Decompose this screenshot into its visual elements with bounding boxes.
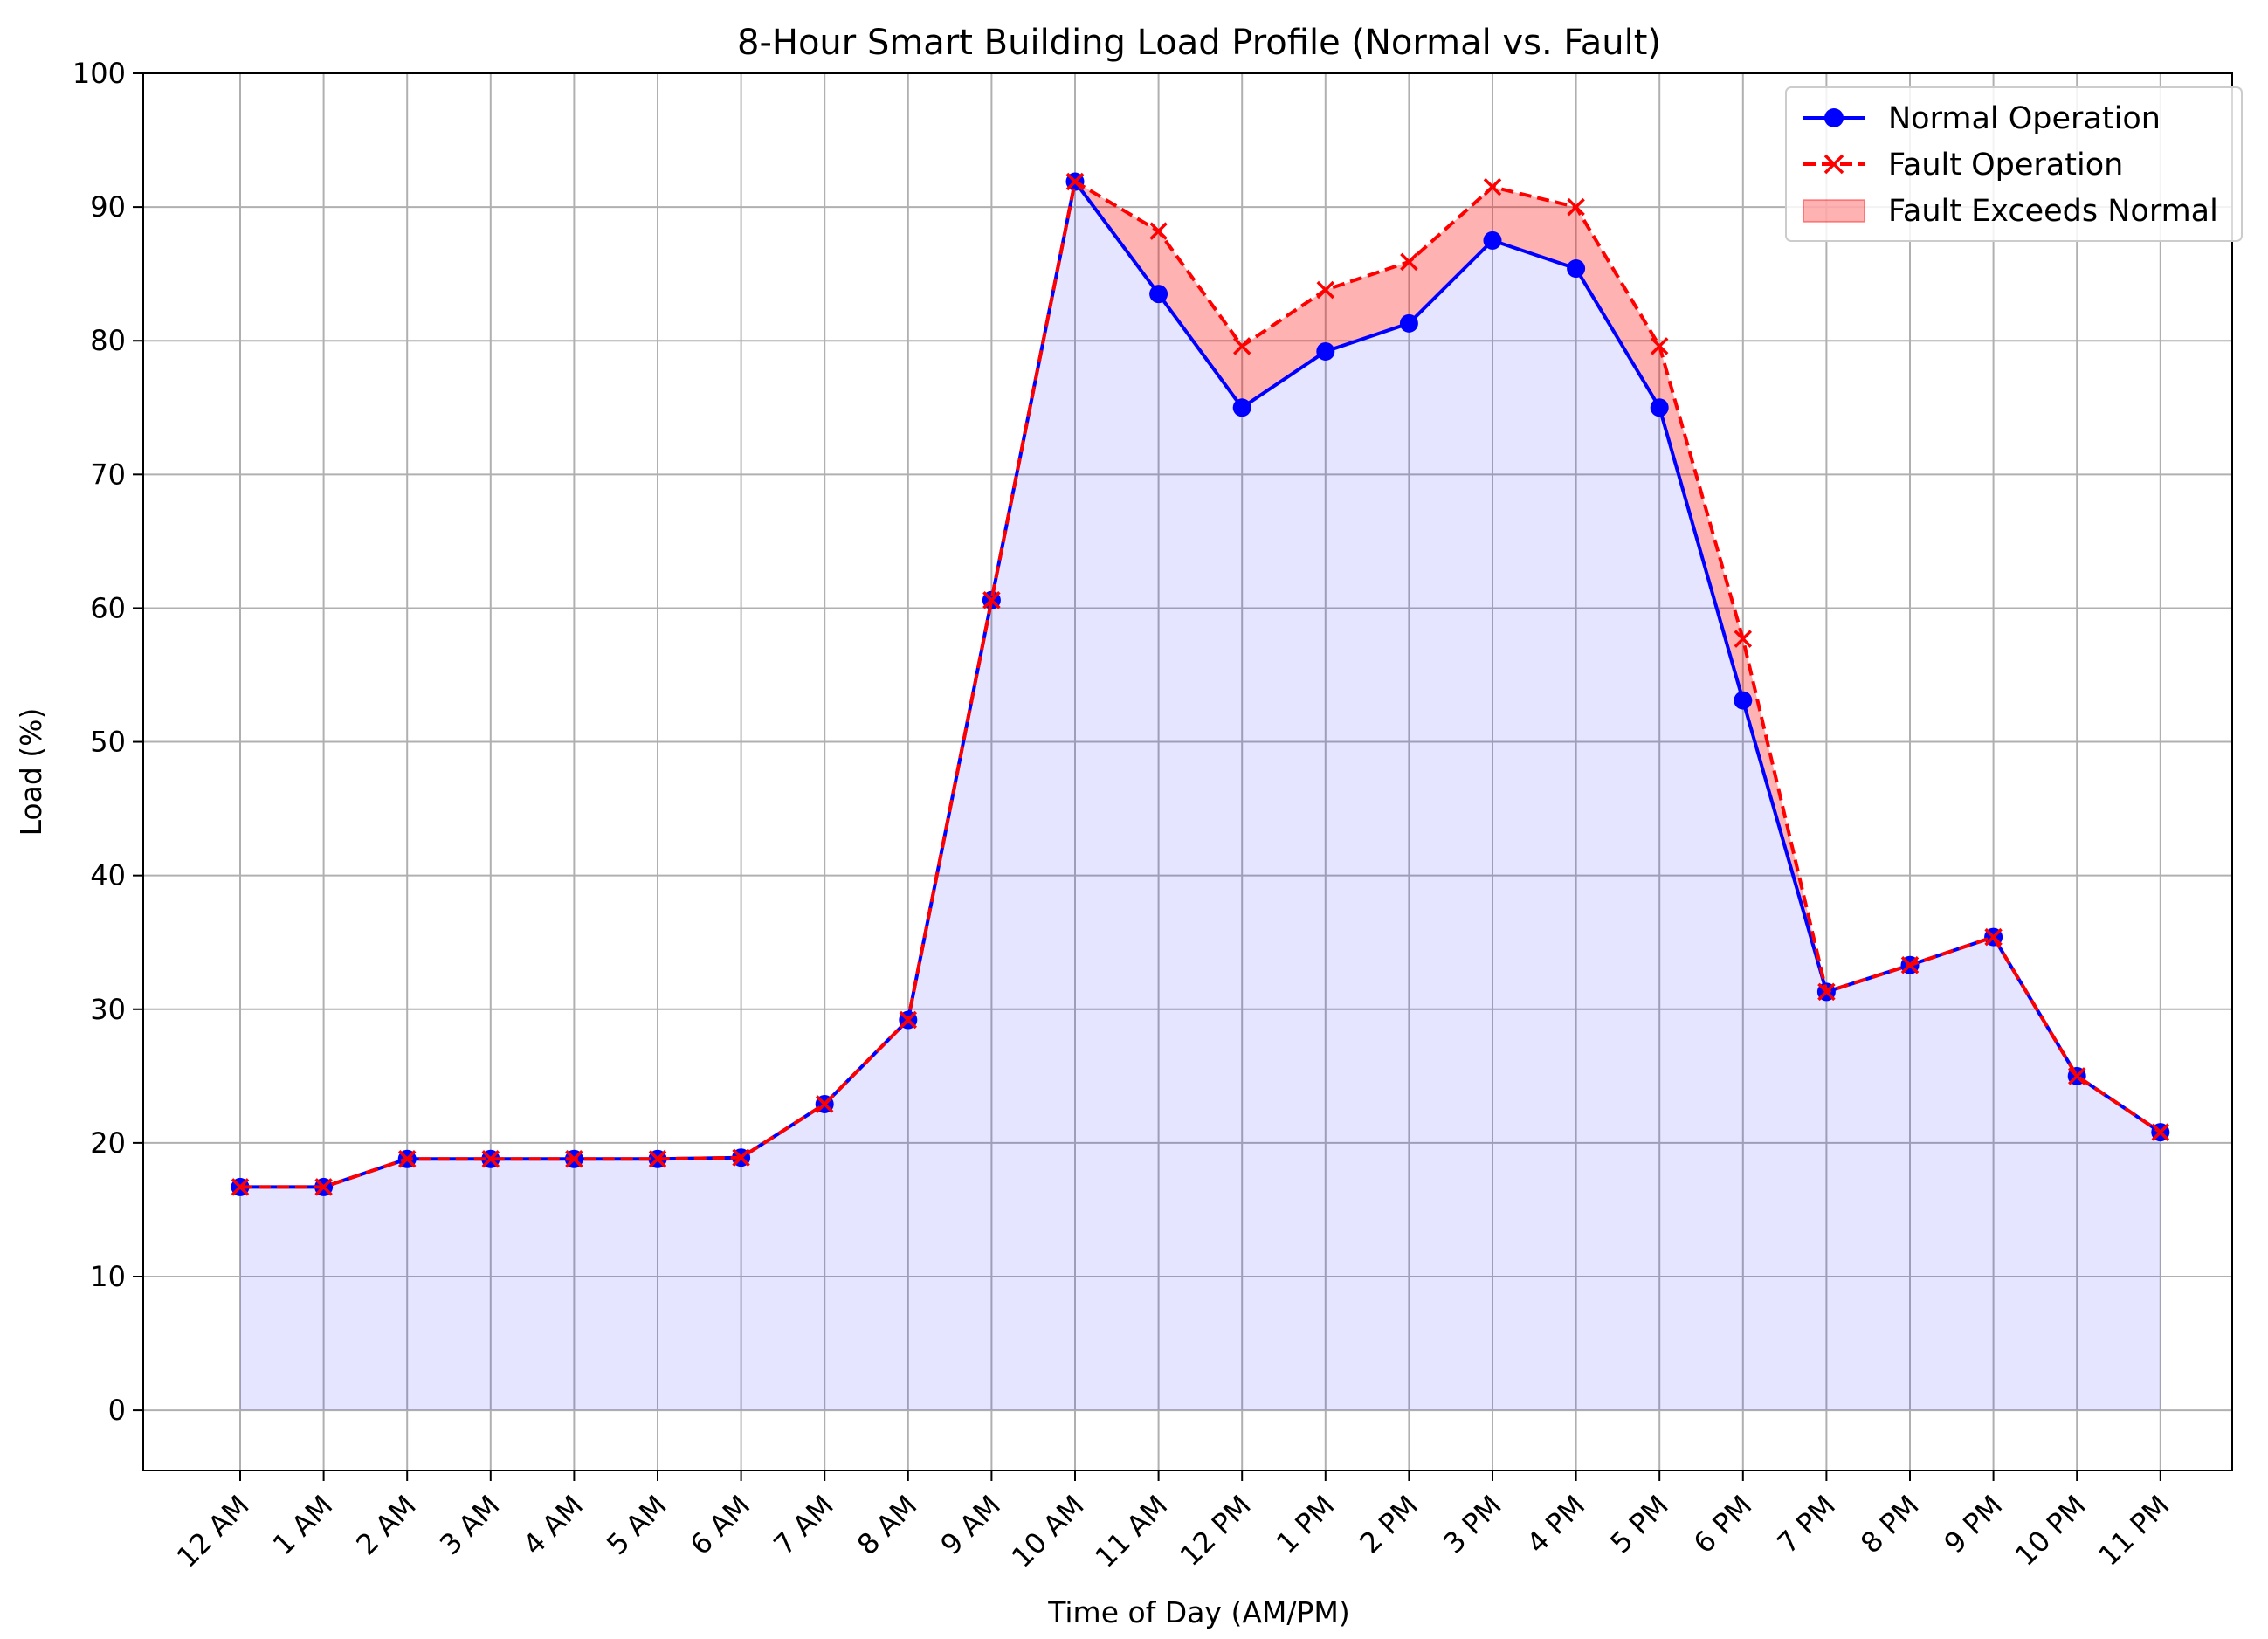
x-tick-label: 6 PM bbox=[1687, 1489, 1759, 1560]
normal-area-fill bbox=[240, 182, 2161, 1411]
y-tick-label: 80 bbox=[90, 324, 126, 357]
plot-frame bbox=[142, 72, 2233, 1471]
x-tick-label: 2 AM bbox=[349, 1489, 422, 1561]
fault-point bbox=[1232, 337, 1251, 355]
normal-point bbox=[1483, 231, 1502, 250]
normal-point bbox=[1316, 341, 1335, 361]
normal-point bbox=[1650, 398, 1669, 417]
x-tick-label: 4 AM bbox=[517, 1489, 589, 1561]
y-axis-ticks: 0 10 20 30 40 50 60 70 80 90 100 bbox=[72, 57, 143, 1427]
normal-point bbox=[1149, 285, 1168, 304]
fault-point bbox=[815, 1095, 834, 1113]
fault-point bbox=[314, 1178, 333, 1196]
fault-point bbox=[1316, 280, 1335, 300]
legend-label-fault: Fault Operation bbox=[1888, 148, 2123, 182]
normal-point bbox=[1399, 313, 1418, 333]
x-tick-label: 11 AM bbox=[1088, 1489, 1174, 1574]
x-tick-label: 3 PM bbox=[1437, 1489, 1508, 1560]
legend-marker-fault bbox=[1823, 154, 1844, 175]
normal-point bbox=[1567, 259, 1586, 279]
x-tick-label: 11 PM bbox=[2092, 1489, 2175, 1573]
x-tick-label: 4 PM bbox=[1520, 1489, 1592, 1560]
x-tick-label: 10 PM bbox=[2009, 1489, 2092, 1573]
legend-marker-normal bbox=[1824, 108, 1844, 127]
fault-point bbox=[648, 1150, 667, 1168]
y-axis-label: Load (%) bbox=[14, 708, 48, 837]
fault-point bbox=[2151, 1123, 2170, 1141]
fault-point bbox=[2067, 1067, 2086, 1085]
y-tick-label: 0 bbox=[108, 1394, 126, 1427]
fault-point bbox=[1149, 222, 1168, 240]
y-tick-label: 90 bbox=[90, 190, 126, 224]
x-tick-label: 8 AM bbox=[851, 1489, 923, 1561]
y-tick-label: 10 bbox=[90, 1260, 126, 1293]
x-tick-label: 12 AM bbox=[170, 1489, 256, 1574]
x-axis-label: Time of Day (AM/PM) bbox=[1047, 1595, 1350, 1629]
fault-line bbox=[240, 180, 2161, 1189]
y-tick-label: 60 bbox=[90, 591, 126, 624]
fault-point bbox=[1650, 337, 1669, 355]
fault-point bbox=[732, 1148, 750, 1167]
fault-point bbox=[231, 1178, 250, 1196]
normal-point bbox=[1734, 691, 1753, 710]
fault-exceeds-fill bbox=[240, 182, 2161, 1188]
fault-point bbox=[1483, 177, 1502, 196]
fault-point bbox=[1900, 956, 1920, 974]
area-fills bbox=[240, 182, 2161, 1411]
y-tick-label: 50 bbox=[90, 726, 126, 759]
legend-label-normal: Normal Operation bbox=[1888, 101, 2161, 136]
y-tick-label: 70 bbox=[90, 458, 126, 491]
chart-title: 8-Hour Smart Building Load Profile (Norm… bbox=[737, 23, 1661, 63]
y-tick-label: 20 bbox=[90, 1126, 126, 1160]
fault-point bbox=[565, 1150, 583, 1168]
x-tick-label: 7 AM bbox=[767, 1489, 839, 1561]
x-tick-label: 12 PM bbox=[1174, 1489, 1258, 1573]
fault-point bbox=[1400, 252, 1418, 272]
series-lines bbox=[231, 172, 2170, 1196]
x-tick-label: 5 PM bbox=[1603, 1489, 1675, 1560]
x-tick-label: 9 AM bbox=[934, 1489, 1007, 1561]
y-tick-label: 100 bbox=[72, 57, 126, 90]
fault-point bbox=[1065, 172, 1085, 191]
fault-point bbox=[1817, 982, 1836, 1002]
fault-point bbox=[1567, 197, 1585, 217]
x-tick-label: 7 PM bbox=[1770, 1489, 1842, 1560]
x-tick-label: 1 PM bbox=[1270, 1489, 1341, 1560]
x-tick-label: 1 AM bbox=[266, 1489, 339, 1561]
x-tick-label: 6 AM bbox=[684, 1489, 756, 1561]
legend: Normal Operation Fault Operation Fault E… bbox=[1785, 86, 2243, 242]
fault-point bbox=[982, 591, 1001, 609]
y-tick-label: 40 bbox=[90, 859, 126, 892]
x-tick-label: 9 PM bbox=[1938, 1489, 2009, 1560]
legend-patch-fault-exceeds bbox=[1803, 199, 1865, 223]
legend-box bbox=[1785, 86, 2243, 242]
y-tick-label: 30 bbox=[90, 993, 126, 1026]
fault-point bbox=[1984, 927, 2003, 947]
x-tick-label: 2 PM bbox=[1353, 1489, 1424, 1560]
normal-point bbox=[1232, 398, 1251, 417]
x-axis-ticks: 12 AM 1 AM 2 AM 3 AM 4 AM 5 AM 6 AM 7 AM 8 AM 9 A… bbox=[170, 1470, 2175, 1574]
fault-point bbox=[397, 1150, 417, 1168]
legend-label-fault-exceeds: Fault Exceeds Normal bbox=[1888, 194, 2218, 229]
fault-point bbox=[899, 1010, 918, 1030]
fault-point bbox=[1734, 630, 1753, 648]
x-tick-label: 8 PM bbox=[1854, 1489, 1926, 1560]
x-tick-label: 3 AM bbox=[433, 1489, 506, 1561]
fault-point bbox=[481, 1150, 500, 1168]
x-tick-label: 5 AM bbox=[600, 1489, 672, 1561]
x-tick-label: 10 AM bbox=[1005, 1489, 1091, 1574]
